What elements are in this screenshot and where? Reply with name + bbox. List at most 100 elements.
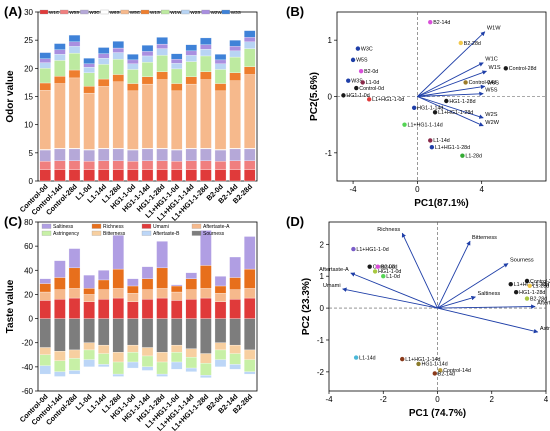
bar-segment-w3c (171, 149, 183, 162)
bar-segment-saltiness (185, 272, 197, 279)
y-tick-label: 5 (29, 149, 34, 158)
bar-segment-richness (171, 285, 183, 293)
score-point (429, 145, 435, 150)
score-point (444, 98, 449, 104)
loading-label: Aftertaste-A (319, 267, 349, 273)
bar-segment-umami (54, 299, 66, 319)
score-point (346, 78, 351, 83)
bar-segment-saltiness (54, 260, 66, 278)
bar-segment-aftertaste-a (156, 288, 168, 299)
score-label: Control-14d (443, 368, 471, 374)
bar-segment-aftertaste-a (171, 291, 183, 301)
loading-arrow (437, 263, 509, 309)
bar-segment-aftertaste-a (54, 289, 66, 300)
bar-segment-w2s (171, 63, 183, 70)
bar-segment-w5s (54, 160, 66, 170)
bar-segment-richness (68, 267, 81, 289)
score-point (460, 153, 465, 158)
bar-segment-aftertaste-b (171, 361, 183, 370)
bar-segment-w1s (39, 82, 51, 91)
bar-segment-saltiness (200, 230, 212, 266)
loading-arrow (437, 240, 471, 309)
bar-segment-bitterness (171, 344, 183, 353)
bar-segment-saltiness (68, 248, 81, 269)
legend-swatch (41, 230, 52, 236)
bar-segment-w3c (244, 148, 256, 161)
loading-arrow (437, 304, 536, 309)
bar-segment-aftertaste-b (54, 371, 66, 377)
bar-segment-aftertaste-a (185, 289, 197, 300)
bar-segment-w5c (156, 79, 168, 149)
bar-segment-sourness (68, 318, 81, 351)
bar-segment-umami (127, 301, 139, 319)
bar-segment-astringency (112, 361, 124, 375)
loading-label: Bitterness (472, 235, 497, 241)
bar-segment-richness (200, 265, 212, 289)
y-tick-label: 1 (320, 272, 325, 281)
bar-segment-w3c (54, 148, 66, 161)
y-tick-label: -20 (21, 339, 33, 348)
bar-segment-w2w (127, 59, 139, 64)
score-point (463, 80, 468, 85)
bar-segment-astringency (200, 363, 212, 376)
bar-segment-w1s (171, 83, 183, 92)
loading-arrow (417, 96, 484, 127)
loading-label: W5S (485, 88, 497, 94)
bar-segment-w1w (112, 59, 124, 75)
score-label: Control-0d (359, 86, 384, 92)
bar-segment-w2s (156, 48, 168, 56)
bar-segment-w3s (39, 52, 51, 59)
legend-swatch (141, 223, 152, 229)
bar-segment-saltiness (141, 266, 154, 279)
bar-segment-astringency (54, 360, 66, 372)
score-label: W5S (356, 58, 368, 64)
bar-segment-w3s (200, 37, 212, 45)
y-tick-label: 15 (24, 93, 33, 102)
bar-segment-richness (185, 278, 197, 290)
score-label: B2-14d (438, 371, 455, 377)
bar-segment-w3s (83, 58, 95, 64)
bar-segment-w1s (229, 72, 241, 81)
bar-segment-umami (200, 297, 212, 319)
bar-segment-richness (229, 277, 241, 290)
bar-segment-bitterness (68, 349, 81, 359)
bar-segment-w5s (244, 160, 256, 170)
bar-segment-aftertaste-a (68, 288, 81, 299)
bar-segment-w3s (127, 54, 139, 61)
bar-segment-w1w (141, 61, 154, 77)
score-point (375, 264, 381, 269)
bar-segment-w1s (200, 71, 212, 80)
bar-segment-w2w (244, 37, 256, 43)
loading-arrow (342, 287, 438, 309)
score-label: L1+HG1-1-28d (435, 145, 470, 151)
legend-swatch (140, 9, 150, 15)
score-label: W3C (361, 46, 373, 52)
score-label: L1-28d (465, 153, 482, 159)
bar-segment-w5s (200, 160, 212, 170)
score-label: B2-0d (381, 264, 395, 270)
taste-pca-biplot: -4 -2 0 2 4 -2 -1 0 1 2 PC1 (74.7%) PC2 (23.3%) Rich… (301, 221, 550, 419)
score-point (351, 246, 356, 252)
loading-label: Sourness (510, 257, 534, 263)
x-tick-label: 4 (479, 185, 484, 194)
bar-segment-saltiness (127, 278, 139, 287)
bar-segment-w3c (185, 148, 197, 161)
score-point (513, 289, 519, 295)
bar-segment-w2s (185, 55, 197, 62)
bar-segment-w3c (112, 148, 124, 161)
y-tick-label: 30 (24, 8, 33, 17)
legend-label: Aftertaste-B (153, 231, 180, 237)
legend-label: W2S (190, 10, 200, 15)
bar-segment-aftertaste-a (127, 293, 139, 302)
score-label: Control-14d (469, 80, 497, 86)
bar-segment-w1c (83, 169, 95, 182)
bar-segment-w1s (185, 76, 197, 85)
bar-segment-richness (112, 268, 124, 289)
panel-label-d: (D) (286, 214, 304, 229)
bar-segment-aftertaste-a (141, 289, 154, 300)
loading-label: W1C (485, 57, 497, 63)
legend-swatch (41, 223, 52, 229)
bar-segment-w1c (54, 169, 66, 182)
bar-segment-astringency (127, 352, 139, 363)
